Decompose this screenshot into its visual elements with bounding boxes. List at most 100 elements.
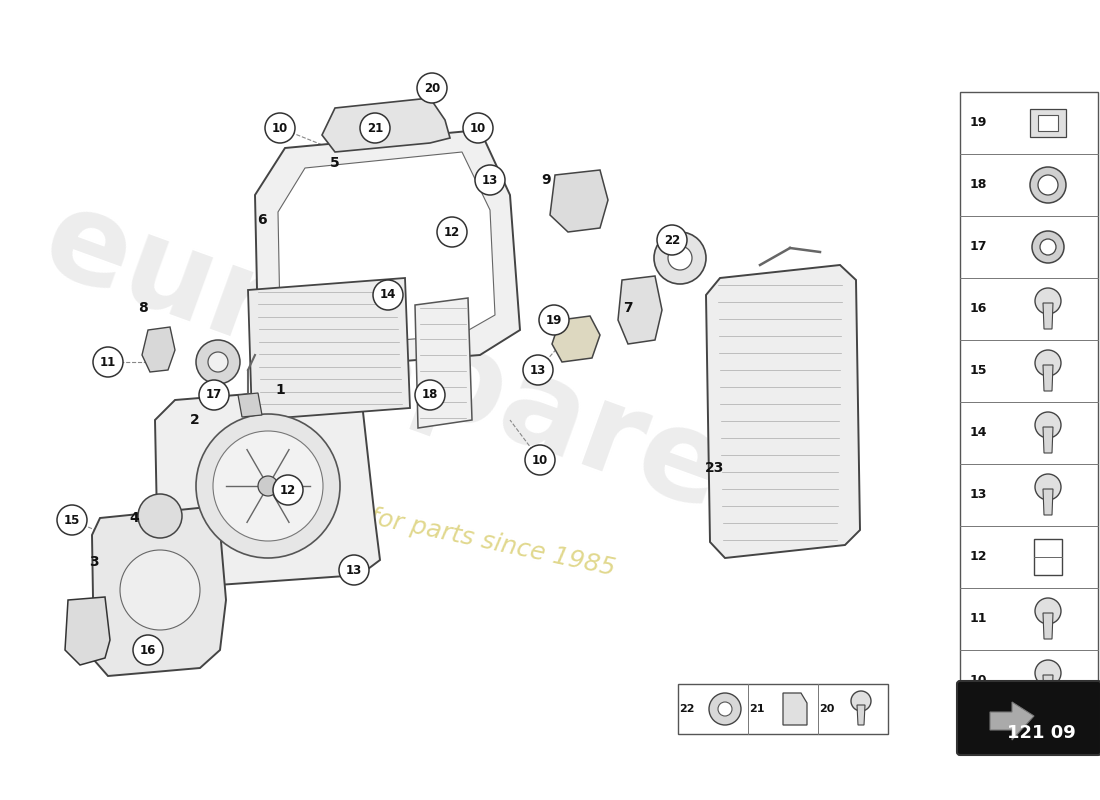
Circle shape (668, 246, 692, 270)
Text: 13: 13 (969, 489, 987, 502)
Polygon shape (1043, 427, 1053, 453)
Circle shape (522, 355, 553, 385)
Polygon shape (552, 316, 600, 362)
Circle shape (718, 702, 732, 716)
Text: 6: 6 (257, 213, 267, 227)
Circle shape (1030, 167, 1066, 203)
Circle shape (657, 225, 688, 255)
Text: 20: 20 (424, 82, 440, 94)
Circle shape (273, 475, 303, 505)
Text: 18: 18 (421, 389, 438, 402)
Circle shape (94, 347, 123, 377)
Text: 20: 20 (820, 704, 835, 714)
Circle shape (654, 232, 706, 284)
Text: 23: 23 (705, 461, 725, 475)
Text: 12: 12 (969, 550, 987, 563)
Circle shape (1040, 239, 1056, 255)
Circle shape (1035, 412, 1062, 438)
Circle shape (120, 550, 200, 630)
Circle shape (196, 414, 340, 558)
Circle shape (57, 505, 87, 535)
Text: 121 09: 121 09 (1006, 724, 1076, 742)
Circle shape (258, 476, 278, 496)
Text: 17: 17 (206, 389, 222, 402)
Text: 8: 8 (139, 301, 147, 315)
Circle shape (415, 380, 446, 410)
Text: 10: 10 (532, 454, 548, 466)
Text: 10: 10 (969, 674, 987, 687)
Circle shape (208, 352, 228, 372)
Polygon shape (618, 276, 662, 344)
Polygon shape (783, 693, 807, 725)
Text: 2: 2 (190, 413, 200, 427)
Polygon shape (1043, 365, 1053, 391)
Circle shape (196, 340, 240, 384)
Text: 15: 15 (969, 365, 987, 378)
Text: 18: 18 (969, 178, 987, 191)
Text: 21: 21 (749, 704, 764, 714)
Polygon shape (1030, 109, 1066, 137)
Text: 19: 19 (969, 117, 987, 130)
Circle shape (710, 693, 741, 725)
Text: 9: 9 (541, 173, 551, 187)
Text: 11: 11 (100, 355, 117, 369)
Circle shape (199, 380, 229, 410)
Text: 13: 13 (530, 363, 546, 377)
FancyBboxPatch shape (957, 681, 1100, 755)
Polygon shape (550, 170, 608, 232)
Polygon shape (1043, 303, 1053, 329)
Circle shape (360, 113, 390, 143)
Text: 17: 17 (969, 241, 987, 254)
Polygon shape (1043, 613, 1053, 639)
Polygon shape (155, 385, 380, 588)
Text: 5: 5 (330, 156, 340, 170)
Text: 16: 16 (969, 302, 987, 315)
Text: 19: 19 (546, 314, 562, 326)
Text: 13: 13 (482, 174, 498, 186)
Circle shape (1038, 175, 1058, 195)
Polygon shape (1043, 489, 1053, 515)
Text: 14: 14 (379, 289, 396, 302)
FancyBboxPatch shape (960, 92, 1098, 712)
Circle shape (265, 113, 295, 143)
Text: 10: 10 (272, 122, 288, 134)
Polygon shape (990, 702, 1034, 740)
Text: 14: 14 (969, 426, 987, 439)
Circle shape (525, 445, 556, 475)
Text: 22: 22 (664, 234, 680, 246)
Text: 12: 12 (444, 226, 460, 238)
Polygon shape (1038, 115, 1058, 131)
Polygon shape (248, 278, 410, 420)
Text: 11: 11 (969, 613, 987, 626)
Circle shape (417, 73, 447, 103)
Circle shape (373, 280, 403, 310)
Circle shape (1035, 350, 1062, 376)
Polygon shape (255, 130, 520, 370)
Polygon shape (322, 98, 450, 152)
Text: 13: 13 (345, 563, 362, 577)
Text: 12: 12 (279, 483, 296, 497)
Polygon shape (92, 506, 226, 676)
Text: 1: 1 (275, 383, 285, 397)
Text: 3: 3 (89, 555, 99, 569)
Circle shape (437, 217, 468, 247)
Circle shape (1035, 474, 1062, 500)
Polygon shape (278, 152, 495, 348)
Polygon shape (1043, 675, 1053, 701)
Circle shape (138, 494, 182, 538)
Circle shape (339, 555, 369, 585)
Text: a passion for parts since 1985: a passion for parts since 1985 (243, 479, 617, 581)
Polygon shape (238, 393, 262, 417)
Circle shape (539, 305, 569, 335)
Circle shape (133, 635, 163, 665)
Circle shape (1032, 231, 1064, 263)
Text: 15: 15 (64, 514, 80, 526)
Text: 10: 10 (470, 122, 486, 134)
Polygon shape (65, 597, 110, 665)
Circle shape (1035, 660, 1062, 686)
Polygon shape (415, 298, 472, 428)
Text: 22: 22 (680, 704, 695, 714)
Circle shape (1035, 598, 1062, 624)
Circle shape (475, 165, 505, 195)
Text: 4: 4 (129, 511, 139, 525)
